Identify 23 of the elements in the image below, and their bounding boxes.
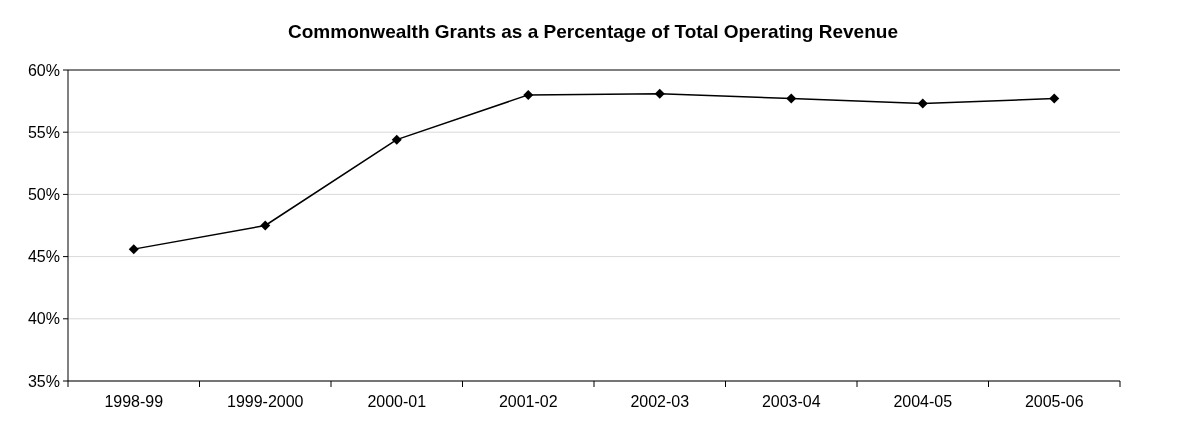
x-tick-label: 2002-03 — [630, 393, 690, 410]
chart-title: Commonwealth Grants as a Percentage of Total Operating Revenue — [288, 21, 898, 42]
x-tick-label: 2005-06 — [1024, 393, 1084, 410]
y-tick-label: 55% — [27, 123, 60, 141]
y-tick-label: 50% — [27, 186, 60, 203]
y-tick-label: 40% — [27, 310, 60, 328]
point — [1049, 93, 1060, 104]
x-tick-label: 2000-01 — [367, 393, 427, 410]
point — [523, 89, 534, 100]
point — [917, 98, 928, 109]
y-tick-label: 35% — [27, 372, 60, 390]
y-tick-label: 45% — [27, 248, 60, 266]
point — [654, 88, 665, 99]
point — [128, 244, 139, 255]
y-tick-label: 60% — [27, 61, 60, 79]
x-tick-label: 2004-05 — [893, 393, 953, 410]
x-tick-label: 2001-02 — [498, 393, 558, 410]
point — [786, 93, 797, 104]
x-tick-label: 2003-04 — [761, 393, 821, 410]
point — [391, 134, 402, 145]
x-tick-label: 1999-2000 — [226, 393, 304, 410]
x-tick-label: 1998-99 — [104, 393, 164, 410]
point — [260, 220, 271, 231]
